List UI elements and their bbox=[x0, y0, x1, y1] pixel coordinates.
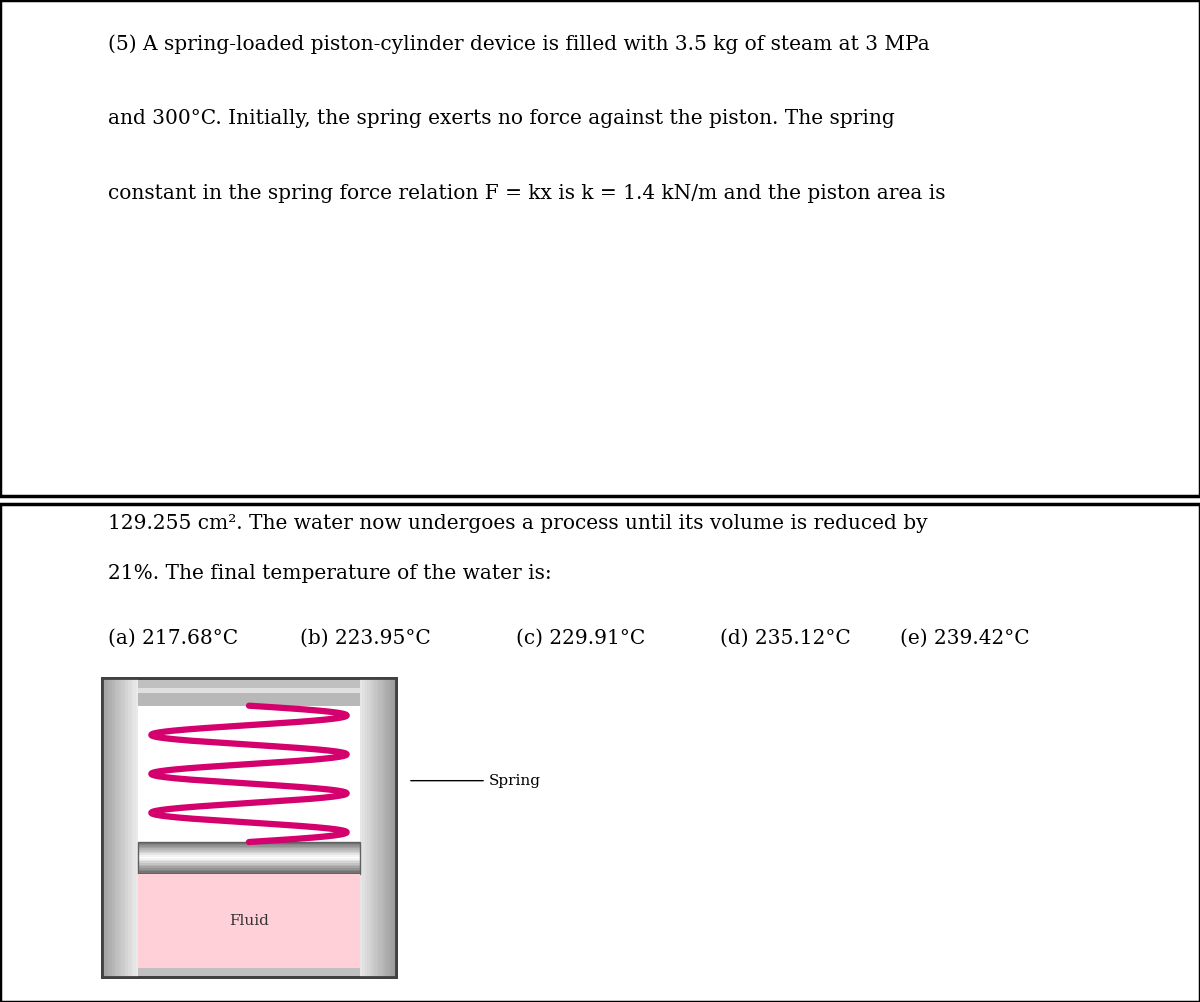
Bar bbox=[382, 678, 384, 977]
Bar bbox=[138, 871, 360, 873]
Bar bbox=[133, 678, 136, 977]
Bar bbox=[138, 844, 360, 846]
Bar bbox=[138, 865, 360, 867]
Bar bbox=[138, 852, 360, 854]
Bar bbox=[109, 678, 112, 977]
Text: and 300°C. Initially, the spring exerts no force against the piston. The spring: and 300°C. Initially, the spring exerts … bbox=[108, 109, 895, 128]
Bar bbox=[138, 860, 360, 862]
Bar bbox=[377, 678, 379, 977]
Text: (e) 239.42°C: (e) 239.42°C bbox=[900, 628, 1030, 647]
Bar bbox=[102, 678, 396, 977]
Bar bbox=[138, 847, 360, 849]
Bar bbox=[114, 678, 116, 977]
Bar bbox=[102, 678, 104, 977]
Bar bbox=[136, 678, 138, 977]
Bar bbox=[389, 678, 391, 977]
Bar bbox=[384, 678, 386, 977]
Bar bbox=[138, 870, 360, 871]
Bar bbox=[386, 678, 389, 977]
Bar bbox=[365, 678, 367, 977]
Bar bbox=[138, 873, 360, 875]
Bar bbox=[379, 678, 382, 977]
Bar bbox=[391, 678, 394, 977]
Bar bbox=[138, 842, 360, 844]
Bar bbox=[138, 842, 360, 875]
Bar bbox=[112, 678, 114, 977]
Bar bbox=[102, 678, 396, 977]
Bar bbox=[104, 678, 107, 977]
Bar bbox=[374, 678, 377, 977]
Bar bbox=[138, 688, 360, 968]
Bar bbox=[116, 678, 119, 977]
Bar bbox=[138, 868, 360, 870]
Bar bbox=[372, 678, 374, 977]
Bar bbox=[128, 678, 131, 977]
Bar bbox=[367, 678, 370, 977]
Text: Fluid: Fluid bbox=[229, 914, 269, 928]
Bar bbox=[126, 678, 128, 977]
Bar bbox=[138, 854, 360, 855]
Text: (b) 223.95°C: (b) 223.95°C bbox=[300, 628, 431, 647]
Text: (5) A spring-loaded piston-cylinder device is filled with 3.5 kg of steam at 3 M: (5) A spring-loaded piston-cylinder devi… bbox=[108, 35, 930, 54]
Text: (a) 217.68°C: (a) 217.68°C bbox=[108, 628, 238, 647]
Bar bbox=[131, 678, 133, 977]
Bar bbox=[138, 688, 360, 705]
Text: Spring: Spring bbox=[488, 774, 540, 788]
Bar bbox=[370, 678, 372, 977]
Bar bbox=[138, 858, 360, 860]
Bar bbox=[138, 850, 360, 852]
Bar bbox=[138, 875, 360, 968]
Text: (c) 229.91°C: (c) 229.91°C bbox=[516, 628, 646, 647]
Bar bbox=[124, 678, 126, 977]
Bar bbox=[138, 867, 360, 868]
Bar bbox=[121, 678, 124, 977]
Text: constant in the spring force relation F = kx is k = 1.4 kN/m and the piston area: constant in the spring force relation F … bbox=[108, 183, 946, 202]
Bar bbox=[394, 678, 396, 977]
Bar bbox=[138, 688, 360, 693]
Bar bbox=[138, 846, 360, 847]
Bar bbox=[138, 855, 360, 857]
Bar bbox=[360, 678, 362, 977]
Bar bbox=[138, 862, 360, 863]
Bar bbox=[119, 678, 121, 977]
Text: (d) 235.12°C: (d) 235.12°C bbox=[720, 628, 851, 647]
Bar bbox=[362, 678, 365, 977]
Bar bbox=[138, 857, 360, 858]
Bar bbox=[107, 678, 109, 977]
Bar bbox=[138, 863, 360, 865]
Text: 21%. The final temperature of the water is:: 21%. The final temperature of the water … bbox=[108, 564, 552, 583]
Bar bbox=[138, 849, 360, 850]
Text: 129.255 cm². The water now undergoes a process until its volume is reduced by: 129.255 cm². The water now undergoes a p… bbox=[108, 514, 928, 533]
